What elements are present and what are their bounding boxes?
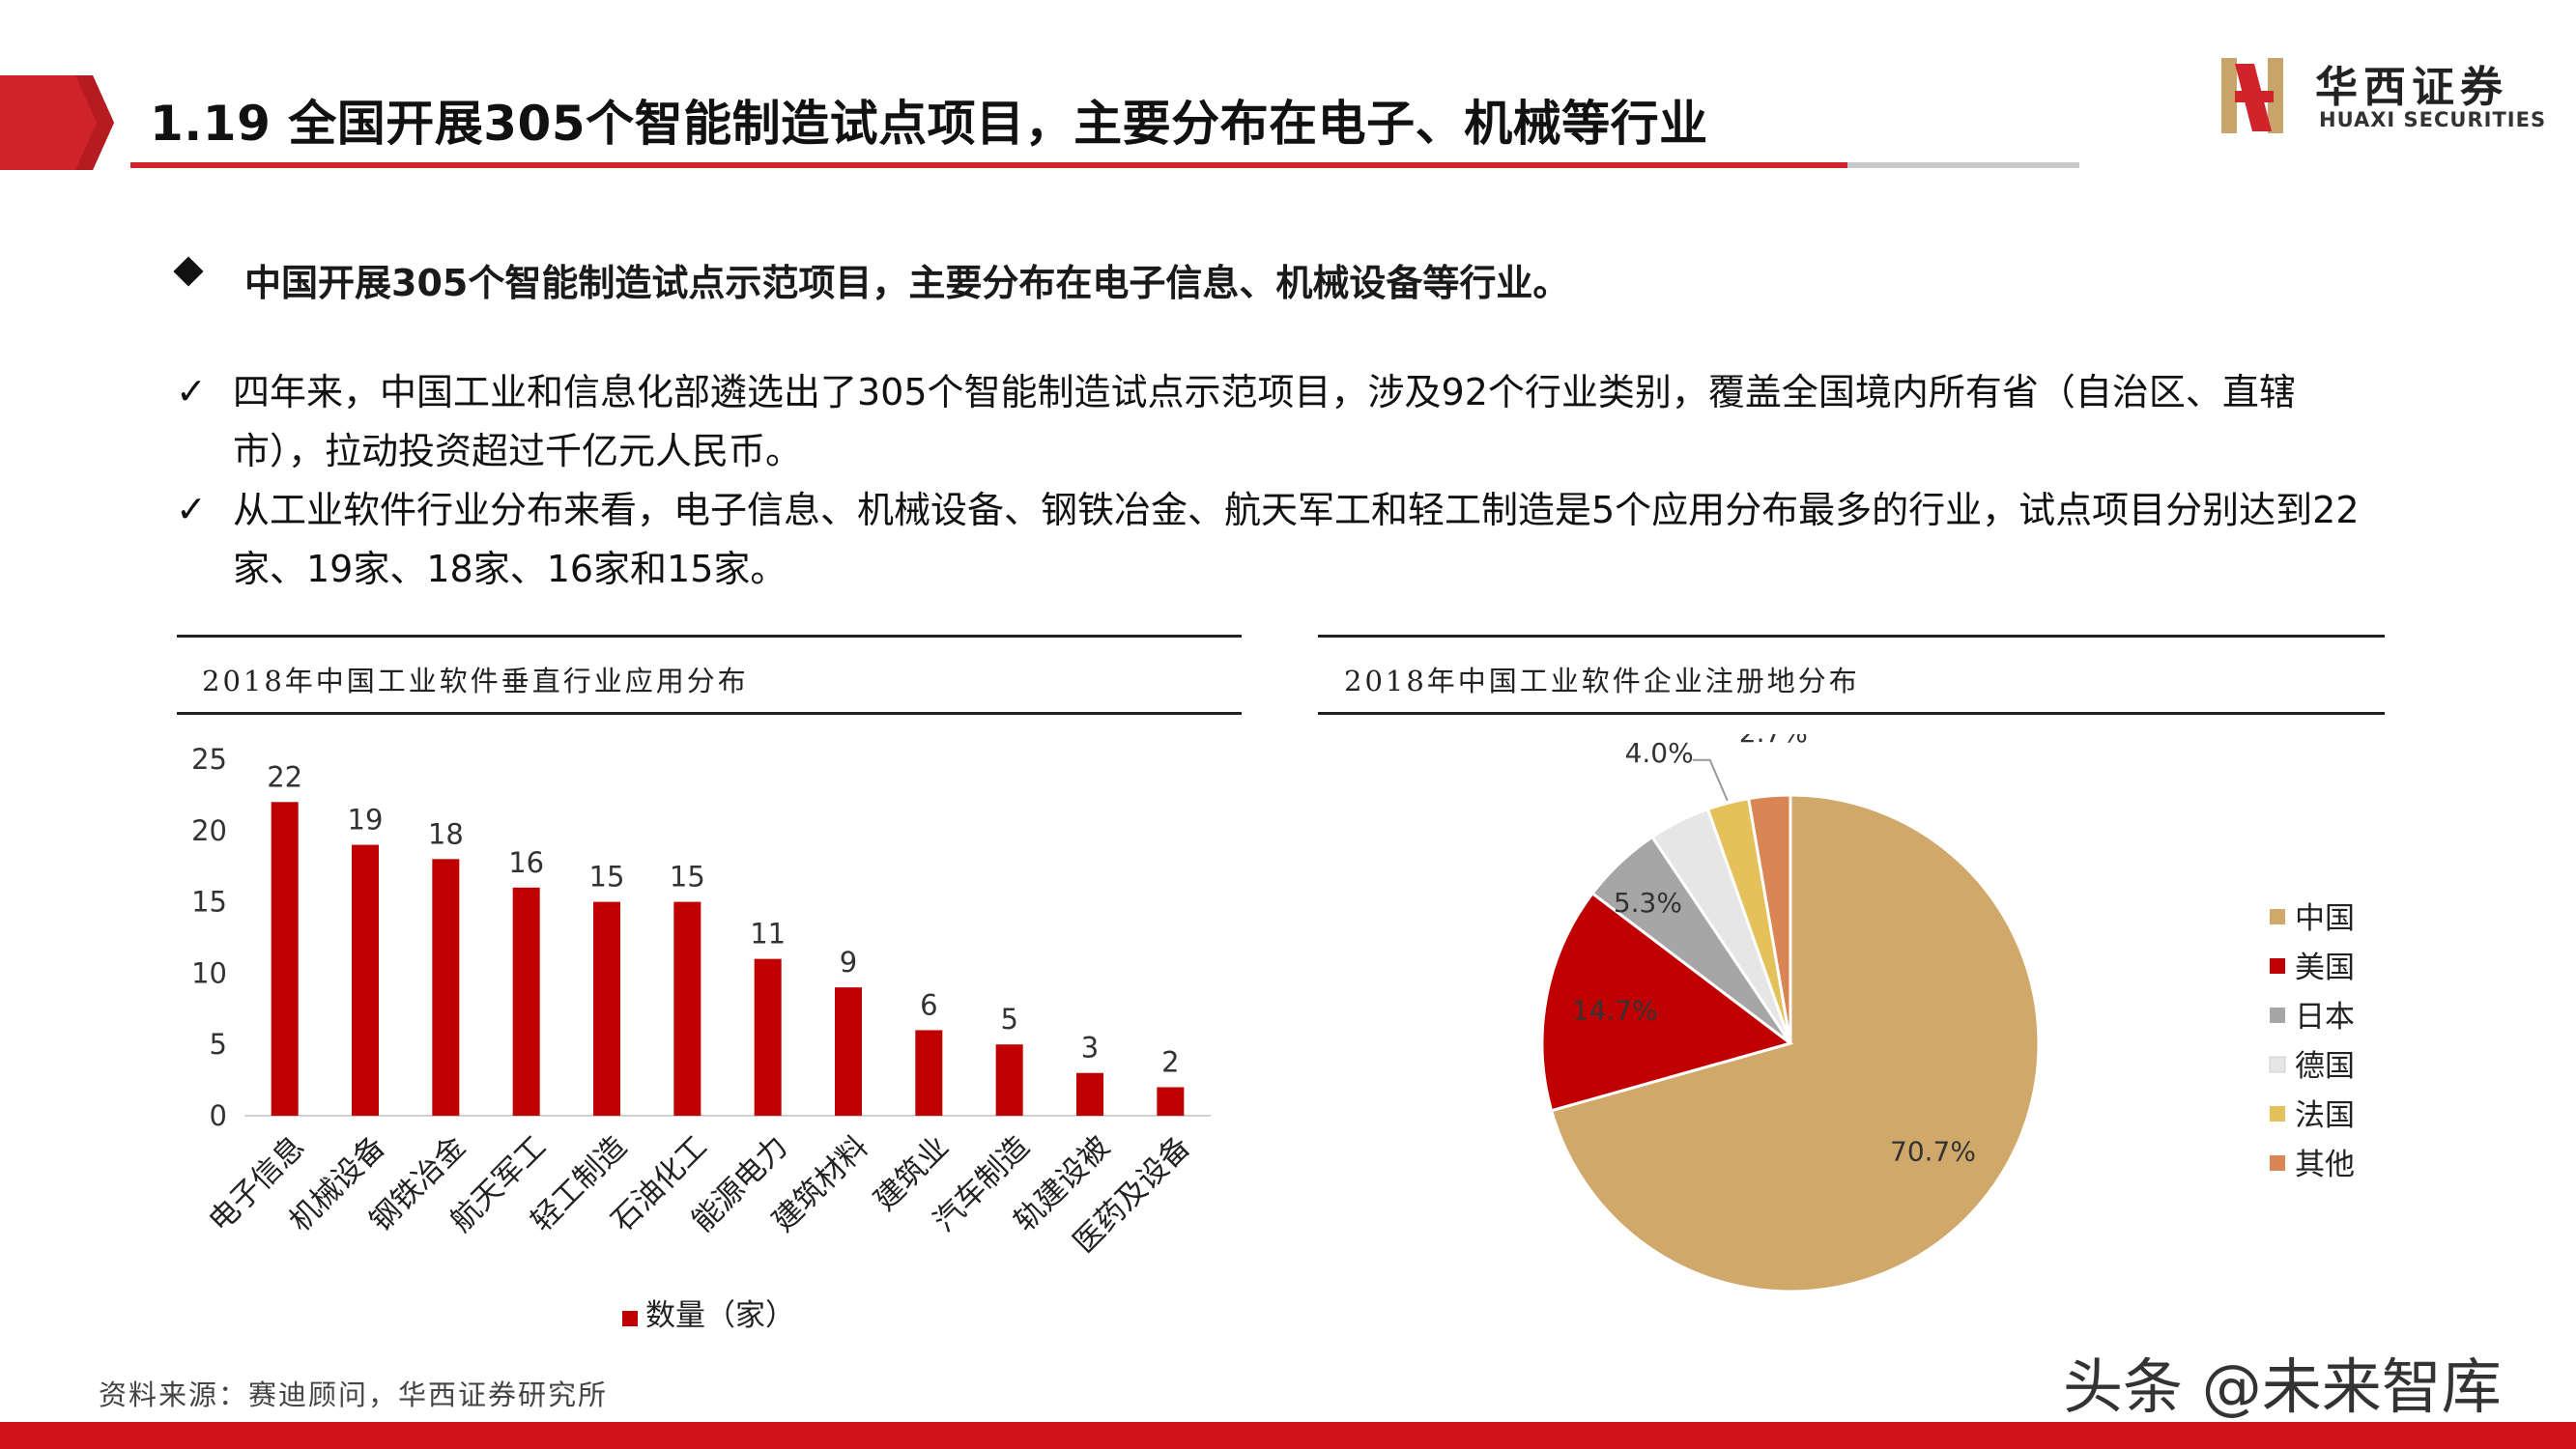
legend-swatch xyxy=(2270,958,2285,974)
bar-value-label: 16 xyxy=(508,846,544,879)
bar-value-label: 2 xyxy=(1161,1045,1179,1078)
legend-label: 其他 xyxy=(2295,1148,2355,1182)
bar-panel-top-rule xyxy=(177,635,1242,638)
y-tick-label: 0 xyxy=(210,1099,227,1132)
bullet-text: 从工业软件行业分布来看，电子信息、机械设备、钢铁冶金、航天军工和轻工制造是5个应… xyxy=(233,489,2360,590)
legend-label: 德国 xyxy=(2295,1049,2355,1084)
legend-label: 美国 xyxy=(2295,951,2355,985)
bar-value-label: 5 xyxy=(1000,1003,1017,1036)
legend-label: 日本 xyxy=(2295,1000,2355,1035)
legend-label: 数量（家） xyxy=(645,1298,795,1333)
title-accent-band xyxy=(0,75,114,170)
pie-value-label: 2.7% xyxy=(1739,734,1808,749)
pie-panel-top-rule xyxy=(1318,635,2385,638)
check-icon: ✓ xyxy=(176,488,207,530)
y-tick-label: 20 xyxy=(191,814,227,847)
legend-swatch xyxy=(2270,1106,2285,1122)
bar-value-label: 18 xyxy=(428,817,464,850)
y-tick-label: 5 xyxy=(210,1028,227,1061)
bar xyxy=(915,1030,943,1116)
legend-label: 中国 xyxy=(2295,901,2355,936)
bar xyxy=(432,859,460,1116)
y-tick-label: 10 xyxy=(191,956,227,989)
bar xyxy=(512,887,540,1116)
pie-slice xyxy=(1746,793,1792,1044)
pie-chart-title: 2018年中国工业软件企业注册地分布 xyxy=(1344,665,1860,697)
bar xyxy=(754,958,782,1116)
pie-slice xyxy=(1549,793,2041,1293)
logo-chinese-name: 华西证券 xyxy=(2315,63,2508,112)
bar xyxy=(352,844,379,1116)
check-icon: ✓ xyxy=(176,370,207,412)
y-tick-label: 15 xyxy=(191,886,227,919)
footer-band xyxy=(0,1422,2576,1449)
bar xyxy=(1076,1072,1103,1116)
title-underline-grey xyxy=(1847,162,2079,168)
bar-value-label: 22 xyxy=(267,760,302,793)
pie-value-label: 4.0% xyxy=(1625,737,1694,769)
diamond-bullet-icon xyxy=(173,256,204,287)
bar-value-label: 11 xyxy=(750,918,786,951)
huaxi-logo-icon xyxy=(2221,58,2283,133)
legend-swatch xyxy=(2270,1008,2285,1023)
bullet-text: 四年来，中国工业和信息化部遴选出了305个智能制造试点示范项目，涉及92个行业类… xyxy=(233,371,2296,472)
bar-value-label: 15 xyxy=(670,861,705,894)
bar xyxy=(593,901,620,1116)
bar-value-label: 6 xyxy=(920,988,937,1021)
legend-label: 法国 xyxy=(2295,1098,2355,1133)
legend-swatch xyxy=(2269,1056,2286,1073)
legend-swatch xyxy=(2270,1155,2285,1171)
bar xyxy=(835,987,862,1116)
pie-leader-line xyxy=(1692,758,1729,802)
pie-slice xyxy=(1540,891,1794,1113)
bar-chart: 051015202522电子信息19机械设备18钢铁冶金16航天军工15轻工制造… xyxy=(191,743,1211,1333)
logo-english-name: HUAXI SECURITIES xyxy=(2319,108,2547,131)
pie-value-label: 5.3% xyxy=(1614,887,1682,919)
bar xyxy=(673,901,701,1116)
bar-value-label: 15 xyxy=(589,861,625,894)
source-note: 资料来源：赛迪顾问，华西证券研究所 xyxy=(99,1378,609,1411)
bar-value-label: 9 xyxy=(840,946,857,979)
bar-value-label: 19 xyxy=(348,804,384,837)
watermark: 头条 @未来智库 xyxy=(2063,1351,2502,1422)
bar-value-label: 3 xyxy=(1081,1032,1099,1065)
headline: 中国开展305个智能制造试点示范项目，主要分布在电子信息、机械设备等行业。 xyxy=(244,262,1570,304)
pie-value-label: 70.7% xyxy=(1890,1136,1976,1168)
bar-panel-bottom-rule xyxy=(177,712,1242,715)
bar-chart-title: 2018年中国工业软件垂直行业应用分布 xyxy=(202,665,749,697)
legend-swatch xyxy=(622,1311,638,1326)
bar xyxy=(271,802,299,1116)
bar xyxy=(1157,1087,1185,1116)
pie-value-label: 14.7% xyxy=(1572,995,1658,1027)
title-underline xyxy=(130,162,1847,168)
page-title: 1.19 全国开展305个智能制造试点项目，主要分布在电子、机械等行业 xyxy=(150,96,1708,152)
pie-panel-bottom-rule xyxy=(1318,712,2385,715)
legend-swatch xyxy=(2270,909,2285,924)
bar xyxy=(995,1044,1023,1116)
y-tick-label: 25 xyxy=(191,743,227,776)
